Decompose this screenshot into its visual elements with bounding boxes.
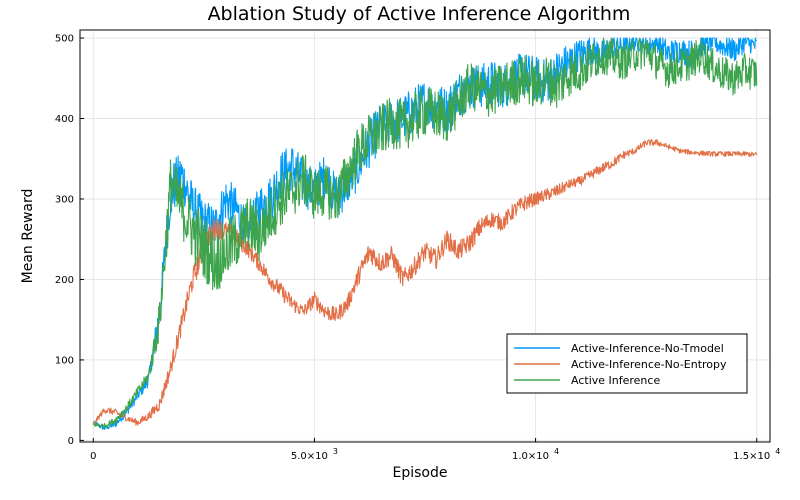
- series-layer: [92, 37, 758, 430]
- legend-entry-label: Active-Inference-No-Entropy: [571, 358, 727, 371]
- plot-frame: [79, 29, 771, 443]
- y-tick-label: 300: [55, 194, 74, 205]
- x-axis-label: Episode: [393, 465, 448, 481]
- x-tick-label: 0: [90, 451, 96, 462]
- y-tick-label: 0: [68, 436, 74, 447]
- ticks: 0 100 200 300 400 500 0 5.0×10 3 1.0×10 4 1.5×10 4: [55, 34, 780, 462]
- x-tick-label-base: 1.5×10: [733, 451, 770, 462]
- chart-title: Ablation Study of Active Inference Algor…: [208, 3, 631, 25]
- x-tick-label: 5.0×10 3: [291, 447, 338, 462]
- y-tick-label: 200: [55, 275, 74, 286]
- x-tick-label-exponent: 3: [333, 447, 338, 456]
- x-tick-label: 1.0×10 4: [512, 447, 559, 462]
- y-axis-label: Mean Reward: [20, 189, 36, 284]
- x-tick-label-base: 1.0×10: [512, 451, 549, 462]
- y-tick-label: 500: [55, 34, 74, 45]
- y-tick-label: 100: [55, 355, 74, 366]
- x-tick-label-exponent: 4: [775, 447, 780, 456]
- x-tick-label-base: 5.0×10: [291, 451, 328, 462]
- y-tick-label: 400: [55, 114, 74, 125]
- series-line: [93, 37, 758, 429]
- x-tick-label-exponent: 4: [554, 447, 559, 456]
- legend-entry-label: Active Inference: [571, 374, 660, 387]
- legend-entry-label: Active-Inference-No-Tmodel: [571, 342, 724, 355]
- x-tick-label: 1.5×10 4: [733, 447, 780, 462]
- x-tick-label-base: 0: [90, 451, 96, 462]
- legend: Active-Inference-No-Tmodel Active-Inferen…: [506, 333, 748, 394]
